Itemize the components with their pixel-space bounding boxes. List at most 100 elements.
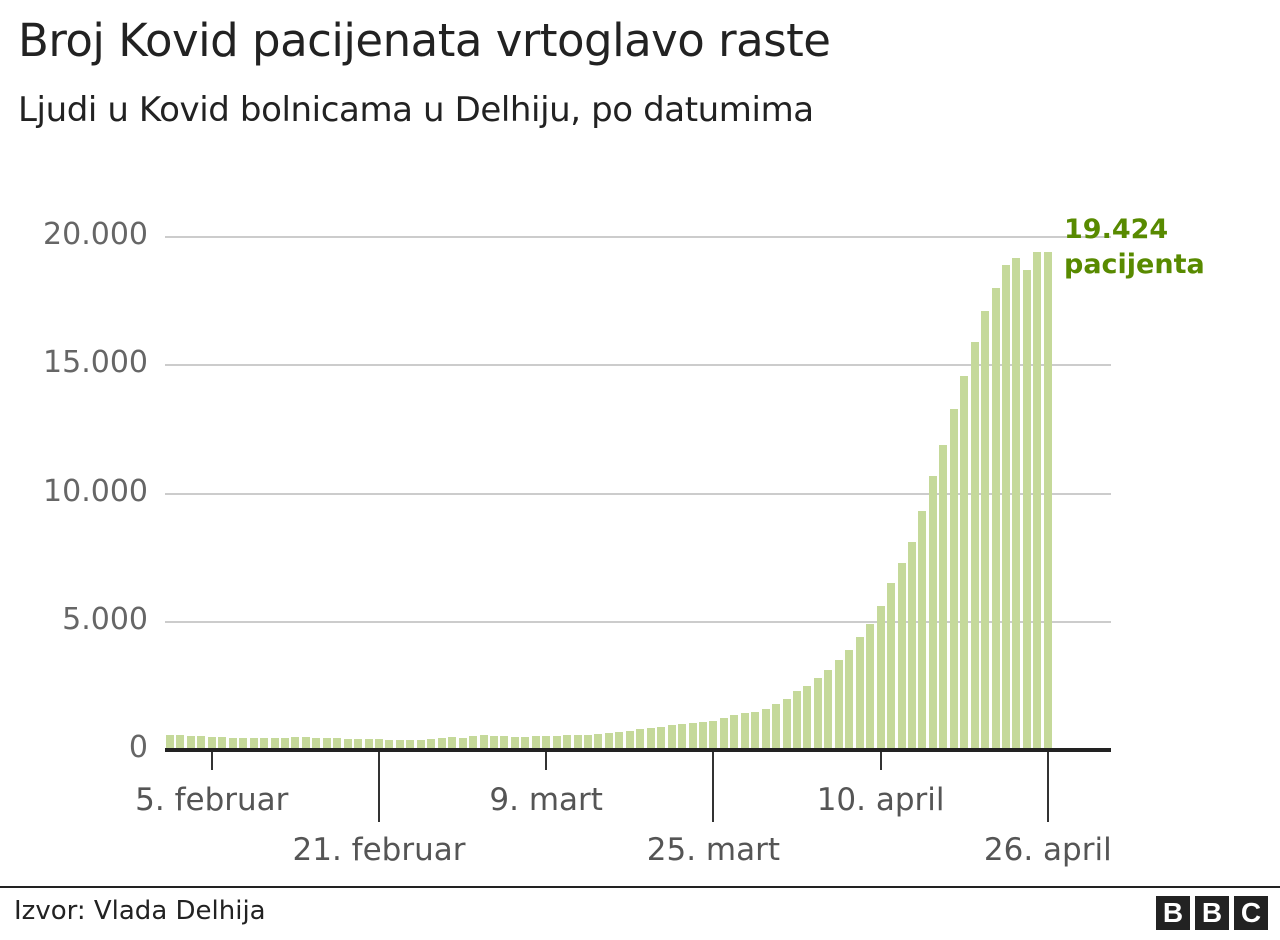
bar	[824, 670, 833, 750]
bar	[625, 730, 634, 750]
bbc-logo-letter: B	[1156, 896, 1190, 930]
bar	[239, 737, 248, 750]
y-axis-label: 20.000	[43, 217, 148, 252]
bar	[573, 735, 582, 750]
x-axis-baseline	[165, 748, 1111, 752]
bar	[751, 711, 760, 750]
bar	[740, 712, 749, 750]
y-axis-label: 0	[128, 730, 148, 765]
bar	[615, 731, 624, 750]
bar	[510, 736, 519, 750]
bar	[834, 660, 843, 750]
bar	[458, 737, 467, 750]
bar	[907, 542, 916, 750]
bar	[866, 624, 875, 750]
bar	[981, 311, 990, 750]
x-axis-tick	[378, 752, 380, 822]
bar	[385, 739, 394, 750]
bar	[928, 475, 937, 750]
bar	[176, 734, 185, 750]
bar	[678, 724, 687, 750]
bar	[228, 737, 237, 750]
bar	[260, 738, 269, 750]
x-axis-label: 9. mart	[489, 782, 603, 818]
bar	[1012, 257, 1021, 750]
x-axis-tick	[879, 752, 882, 770]
bar	[1002, 265, 1010, 750]
footer-divider	[0, 886, 1280, 888]
annotation-value: 19.424	[1064, 214, 1169, 245]
bar	[218, 737, 227, 750]
bar	[207, 737, 216, 750]
bar	[166, 734, 174, 750]
bar	[406, 740, 415, 750]
bar	[186, 735, 195, 750]
bbc-logo-letter: C	[1234, 896, 1268, 930]
bar	[918, 511, 927, 750]
bar	[343, 738, 352, 750]
y-axis-label: 5.000	[62, 601, 148, 637]
gridline	[165, 236, 1111, 238]
x-axis-tick	[545, 752, 548, 770]
bar-chart: 0 5.000 10.000 15.000 20.000 5. februar 21. fe…	[43, 217, 1112, 868]
bar	[730, 715, 739, 750]
bar	[489, 735, 498, 750]
y-axis-label: 10.000	[43, 473, 148, 509]
x-axis-label: 10. april	[816, 782, 945, 818]
bar	[312, 737, 321, 750]
x-axis-label: 5. februar	[135, 782, 289, 818]
bar	[1022, 270, 1031, 750]
bar	[270, 737, 279, 750]
bar	[521, 736, 530, 750]
x-axis-tick	[1046, 752, 1049, 822]
bar	[949, 408, 958, 750]
bar	[688, 723, 697, 750]
bar	[855, 637, 864, 750]
bar	[249, 737, 258, 750]
bar	[531, 736, 540, 750]
bar	[803, 685, 812, 750]
bar	[761, 708, 770, 750]
bar	[354, 738, 363, 750]
bar	[813, 678, 822, 750]
bar	[970, 342, 979, 750]
gridline	[165, 492, 1111, 495]
bbc-logo-letter: B	[1195, 896, 1229, 930]
x-axis-label: 26. april	[983, 832, 1112, 868]
bar	[584, 734, 592, 750]
x-axis-tick	[210, 752, 213, 770]
bar	[280, 737, 289, 750]
bar	[197, 736, 206, 750]
bar	[448, 737, 457, 750]
bar	[772, 703, 781, 750]
chart-subtitle: Ljudi u Kovid bolnicama u Delhiju, po da…	[18, 90, 814, 130]
bar	[469, 736, 478, 750]
bar	[887, 583, 896, 750]
bar	[657, 726, 666, 750]
bar	[636, 729, 645, 750]
bar	[395, 739, 404, 750]
bar	[845, 649, 854, 750]
gridline	[165, 620, 1111, 623]
bar	[876, 606, 885, 750]
last-value-annotation: 19.424 pacijenta	[1064, 212, 1205, 282]
bar	[960, 375, 969, 750]
bar	[897, 562, 906, 750]
x-axis-tick	[712, 752, 715, 822]
bar	[594, 734, 603, 750]
bar	[322, 737, 331, 750]
bar	[333, 738, 342, 750]
gridline	[165, 364, 1111, 367]
y-axis-label: 15.000	[43, 345, 148, 381]
source-note: Izvor: Vlada Delhija	[14, 896, 266, 926]
bar	[542, 735, 551, 750]
bar	[1043, 251, 1052, 750]
bar	[709, 720, 718, 750]
bar	[375, 739, 383, 750]
chart-title: Broj Kovid pacijenata vrtoglavo raste	[18, 14, 831, 67]
bar	[719, 717, 728, 750]
bar	[437, 738, 446, 750]
annotation-label: pacijenta	[1064, 249, 1205, 280]
bar	[1033, 252, 1042, 750]
bar	[364, 739, 373, 750]
